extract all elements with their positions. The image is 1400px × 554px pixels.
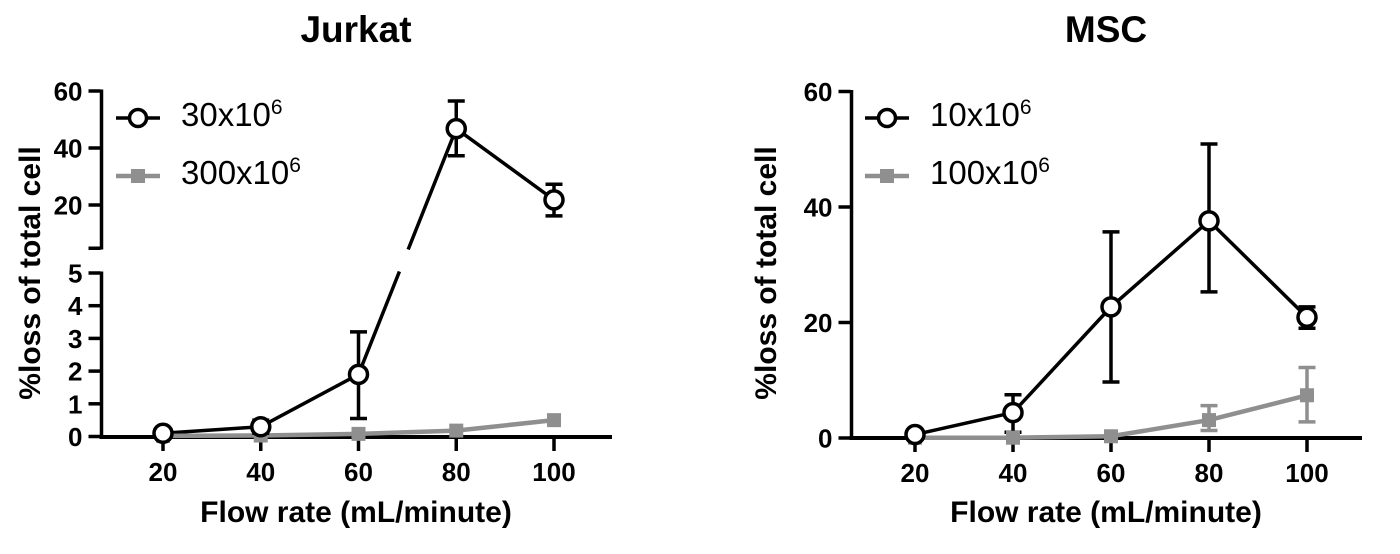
- legend-item: 100x106: [864, 154, 1050, 191]
- legend-marker-open-circle-icon: [116, 107, 160, 129]
- data-point-circle: [250, 415, 272, 438]
- x-tick-label: 100: [1285, 458, 1328, 488]
- x-tick-label: 40: [246, 457, 275, 487]
- x-tick-label: 60: [1097, 458, 1126, 488]
- legend-marker-open-circle-icon: [865, 107, 909, 129]
- legend-msc: 10x106 100x106: [864, 96, 1050, 191]
- x-axis-label-jurkat: Flow rate (mL/minute): [200, 496, 512, 529]
- y-tick-label: 2: [68, 357, 82, 387]
- data-point-square: [1300, 388, 1314, 403]
- legend-marker-filled-square-icon: [865, 169, 909, 183]
- data-point-square: [449, 423, 464, 438]
- tick-labels: 20 40 60 80 100 0 20 40 60: [804, 77, 1329, 488]
- y-tick-label: 60: [54, 77, 83, 107]
- data-point-circle: [1198, 210, 1220, 232]
- data-point-square: [1104, 429, 1118, 444]
- data-point-circle: [1296, 306, 1318, 329]
- y-tick-label: 0: [68, 422, 82, 452]
- data-point-circle: [1100, 296, 1122, 318]
- x-tick-label: 100: [532, 457, 575, 487]
- y-axis-label-jurkat: %loss of total cell: [14, 146, 47, 400]
- legend-label: 10x106: [930, 96, 1032, 133]
- data-point-square: [1202, 413, 1216, 428]
- x-tick-label: 60: [344, 457, 373, 487]
- x-tick-label: 40: [999, 458, 1028, 488]
- data-point-circle: [152, 422, 174, 444]
- legend-label: 30x106: [181, 96, 283, 133]
- legend-label: 300x106: [181, 154, 301, 191]
- data-point-circle: [1002, 401, 1024, 424]
- y-tick-label: 60: [804, 77, 833, 107]
- chart-title-jurkat: Jurkat: [300, 9, 412, 50]
- data-point-circle: [347, 363, 370, 386]
- legend-item: 30x106: [115, 96, 301, 133]
- chart-title-msc: MSC: [1064, 9, 1148, 50]
- legend-marker-filled-square-icon: [116, 169, 160, 183]
- legend-label: 100x106: [930, 154, 1050, 191]
- legend-item: 300x106: [115, 154, 301, 191]
- y-axis-label-msc: %loss of total cell: [750, 146, 783, 400]
- y-tick-label: 5: [68, 259, 82, 289]
- data-point-square: [351, 426, 366, 441]
- y-tick-label: 1: [68, 389, 82, 419]
- data-point-circle: [445, 117, 467, 140]
- y-tick-label: 40: [804, 193, 833, 223]
- data-point-square: [1006, 430, 1020, 445]
- y-tick-label: 20: [54, 191, 83, 221]
- y-tick-label: 20: [804, 308, 833, 338]
- x-tick-label: 20: [149, 457, 178, 487]
- data-point-circle: [543, 189, 565, 211]
- msc-chart: 20 40 60 80 100 0 20 40 60: [804, 77, 1362, 488]
- data-point-square: [547, 413, 561, 428]
- data-point-circle: [904, 423, 926, 446]
- x-tick-label: 80: [442, 457, 471, 487]
- legend-jurkat: 30x106 300x106: [115, 96, 301, 191]
- x-tick-label: 20: [901, 458, 930, 488]
- y-tick-label: 4: [68, 291, 83, 321]
- y-tick-label: 0: [818, 424, 832, 454]
- x-axis-label-msc: Flow rate (mL/minute): [950, 496, 1262, 529]
- x-tick-label: 80: [1195, 458, 1224, 488]
- legend-item: 10x106: [864, 96, 1050, 133]
- y-tick-label: 40: [54, 134, 83, 164]
- y-tick-label: 3: [68, 324, 82, 354]
